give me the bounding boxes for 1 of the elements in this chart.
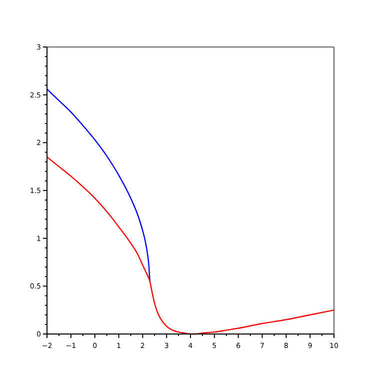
line-series [46,88,150,282]
